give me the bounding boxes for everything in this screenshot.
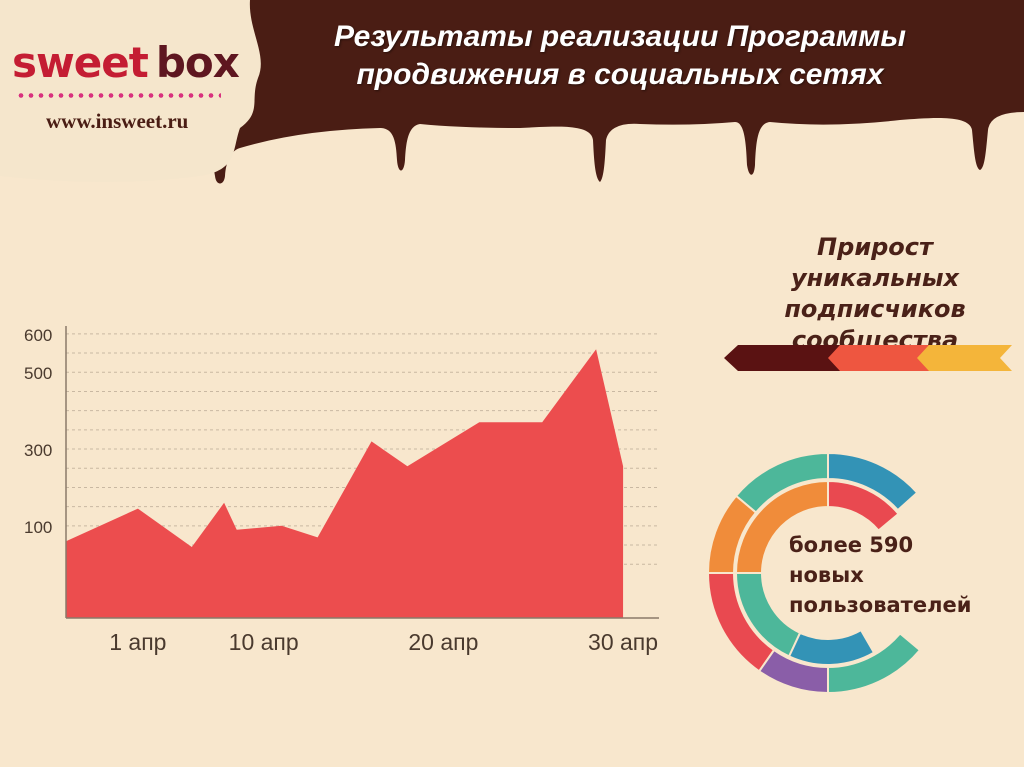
chart-y-tick-label: 100	[24, 518, 52, 537]
logo-url: www.insweet.ru	[46, 109, 189, 133]
chart-x-ticks: 1 апр 10 апр 20 апр 30 апр	[109, 629, 658, 655]
logo-backdrop	[0, 0, 261, 182]
section-heading-line-1: Прирост	[817, 233, 933, 261]
section-heading-line-2: уникальных	[790, 264, 960, 292]
page-title-line-1: Результаты реализации Программы	[334, 20, 906, 53]
ring-segment	[734, 572, 802, 658]
arrow-chevron-dark	[724, 345, 842, 371]
section-heading-line-3: подписчиков	[784, 295, 966, 323]
ring-segment	[734, 451, 829, 514]
new-users-stat-line-2: новых	[789, 563, 864, 587]
chart-area	[66, 349, 624, 618]
ring-segment	[827, 451, 919, 512]
ring-segment	[734, 479, 829, 574]
logo-brand-right: box	[155, 38, 240, 87]
logo-brand: sweet box	[12, 42, 240, 84]
chart-y-tick-label: 500	[24, 364, 52, 383]
chart-y-tick-label: 300	[24, 441, 52, 460]
page-title-line-2: продвижения в социальных сетях	[356, 58, 884, 91]
chart-x-tick-label: 1 апр	[109, 629, 166, 655]
new-users-stat-line-1: более 590	[789, 533, 914, 557]
ring-segment	[827, 479, 900, 532]
ring-chart-icon	[706, 451, 922, 695]
chart-y-tick-label: 600	[24, 326, 52, 345]
subscriber-growth-chart: 100 300 500 600 1 апр 10 апр 20 апр 30 апр	[24, 326, 659, 655]
ring-segment	[706, 572, 776, 673]
ring-segment	[706, 494, 758, 574]
ring-segment	[757, 648, 829, 695]
logo-dots	[16, 92, 221, 99]
section-heading: Прирост уникальных подписчиков сообществ…	[740, 232, 1010, 356]
arrow-chevron-yellow	[917, 345, 1012, 371]
logo-brand-left: sweet	[12, 38, 149, 87]
chart-y-ticks: 100 300 500 600	[24, 326, 52, 537]
ring-segment	[827, 632, 922, 695]
chart-x-tick-label: 30 апр	[588, 629, 658, 655]
page-title: Результаты реализации Программы продвиже…	[250, 18, 990, 94]
arrow-chevron-red	[828, 345, 930, 371]
chart-x-tick-label: 20 апр	[408, 629, 478, 655]
arrow-chevrons-icon	[724, 345, 1012, 371]
chart-x-tick-label: 10 апр	[229, 629, 299, 655]
ring-segment	[787, 628, 876, 666]
new-users-stat: более 590 новых пользователей	[789, 530, 1019, 620]
new-users-stat-line-3: пользователей	[789, 593, 972, 617]
